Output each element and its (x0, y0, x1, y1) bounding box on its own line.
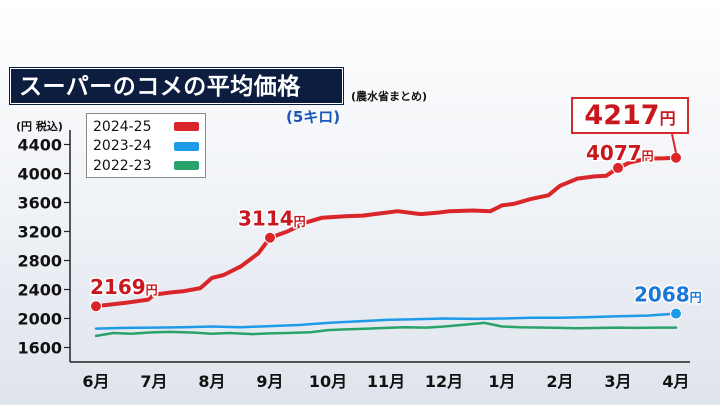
x-tick-label: 9月 (256, 372, 283, 391)
legend-item-2022-23: 2022-23 (93, 156, 199, 176)
legend-label: 2023-24 (93, 138, 152, 155)
data-point-marker (90, 300, 102, 313)
x-tick-label: 7月 (140, 372, 167, 391)
data-point-marker (264, 231, 276, 244)
data-label: 4077円 (586, 141, 654, 165)
callout-unit: 円 (659, 109, 676, 128)
y-tick-label: 1600 (17, 339, 62, 358)
y-tick-label: 3600 (17, 194, 62, 213)
chart-subtitle: (5キロ) (286, 108, 341, 126)
legend: 2024-25 2023-24 2022-23 (86, 113, 206, 178)
x-tick-label: 1月 (488, 372, 515, 391)
x-tick-label: 4月 (662, 372, 689, 391)
y-tick-label: 3200 (17, 223, 62, 242)
x-tick-label: 3月 (604, 372, 631, 391)
x-tick-label: 11月 (367, 372, 405, 391)
y-tick-label: 2000 (17, 310, 62, 329)
series-line-2024-25 (94, 155, 678, 309)
y-axis-unit-label: (円 税込) (16, 120, 63, 133)
callout-value: 4217 (584, 100, 660, 131)
x-tick-label: 6月 (82, 372, 109, 391)
data-point-marker (670, 307, 682, 320)
x-tick-label: 12月 (425, 372, 463, 391)
callout-connector (671, 133, 677, 153)
series-line-2022-23 (94, 321, 678, 338)
legend-swatch-green (173, 161, 199, 171)
latest-price-callout: 4217 円 (571, 97, 689, 134)
data-label: 2068円 (634, 283, 702, 307)
chart-title: スーパーのコメの平均価格 (10, 68, 343, 104)
y-tick-label: 4400 (17, 136, 62, 155)
data-label: 3114円 (238, 207, 306, 231)
legend-item-2024-25: 2024-25 (93, 117, 199, 137)
data-point-marker (612, 161, 624, 174)
y-tick-label: 4000 (17, 165, 62, 184)
legend-swatch-blue (173, 141, 199, 151)
x-tick-label: 8月 (198, 372, 225, 391)
data-point-marker (670, 151, 682, 164)
data-label: 2169円 (90, 275, 158, 299)
y-tick-label: 2400 (17, 281, 62, 300)
legend-label: 2024-25 (93, 118, 152, 135)
legend-label: 2022-23 (93, 157, 152, 174)
y-tick-label: 2800 (17, 252, 62, 271)
source-note: (農水省まとめ) (351, 90, 428, 103)
x-tick-label: 2月 (546, 372, 573, 391)
series-line-2023-24 (94, 312, 678, 330)
legend-item-2023-24: 2023-24 (93, 137, 199, 157)
legend-swatch-red (173, 122, 199, 132)
x-tick-label: 10月 (309, 372, 347, 391)
